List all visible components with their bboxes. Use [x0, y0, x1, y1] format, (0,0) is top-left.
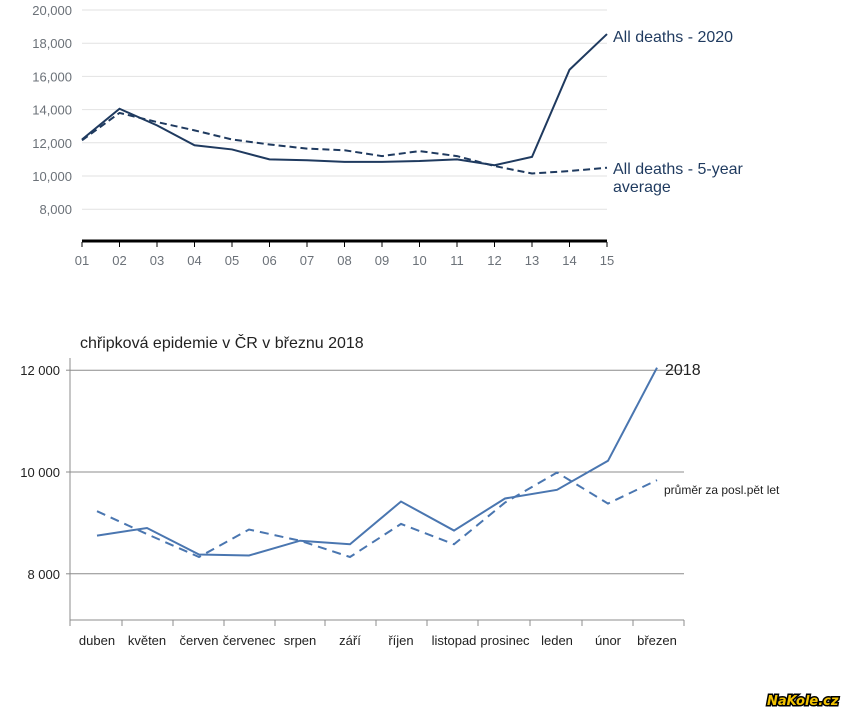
y-tick-label: 12 000 [20, 363, 60, 378]
x-tick-label: 07 [300, 253, 314, 268]
x-tick-label: 12 [487, 253, 501, 268]
x-tick-label: říjen [388, 633, 413, 648]
x-tick-label: březen [637, 633, 677, 648]
x-tick-label: 08 [337, 253, 351, 268]
x-tick-label: 02 [112, 253, 126, 268]
x-tick-label: 10 [412, 253, 426, 268]
y-tick-label: 14,000 [32, 103, 72, 118]
chart-2-title: chřipková epidemie v ČR v březnu 2018 [80, 333, 364, 352]
x-tick-label: duben [79, 633, 115, 648]
y-tick-label: 12,000 [32, 136, 72, 151]
x-tick-label: 13 [525, 253, 539, 268]
x-tick-label: únor [595, 633, 622, 648]
x-tick-label: 15 [600, 253, 614, 268]
series-2018-line [96, 367, 658, 557]
x-tick-label: 04 [187, 253, 201, 268]
x-tick-label: září [339, 633, 361, 648]
y-tick-label: 16,000 [32, 69, 72, 84]
x-tick-label: srpen [284, 633, 317, 648]
series-avg-line [96, 471, 658, 559]
x-tick-label: 14 [562, 253, 576, 268]
chart-1-deaths: 8,000 10,000 12,000 14,000 16,000 18,000 20,00… [32, 3, 743, 268]
y-tick-label: 8,000 [39, 202, 72, 217]
series-label-5yr-line2: average [613, 179, 671, 196]
x-tick-label: listopad [432, 633, 477, 648]
y-tick-label: 20,000 [32, 3, 72, 18]
x-tick-label: květen [128, 633, 166, 648]
y-tick-label: 10 000 [20, 465, 60, 480]
y-tick-label: 10,000 [32, 169, 72, 184]
x-tick-label: 05 [225, 253, 239, 268]
series-2020-line [81, 33, 608, 167]
series-label-average: průměr za posl.pět let [664, 483, 780, 497]
x-tick-label: 11 [450, 253, 464, 268]
x-tick-label: prosinec [480, 633, 530, 648]
x-tick-label: 03 [150, 253, 164, 268]
x-tick-label: 01 [75, 253, 89, 268]
chart-2-flu: chřipková epidemie v ČR v březnu 2018 8 0… [20, 333, 780, 648]
series-label-5yr-line1: All deaths - 5-year [613, 161, 744, 178]
series-label-2020: All deaths - 2020 [613, 29, 733, 46]
y-tick-label: 8 000 [27, 567, 60, 582]
y-tick-label: 18,000 [32, 36, 72, 51]
x-tick-label: 06 [262, 253, 276, 268]
x-tick-label: červen [179, 633, 218, 648]
x-tick-label: leden [541, 633, 573, 648]
series-5yr-average-line [81, 111, 608, 175]
x-tick-label: červenec [223, 633, 276, 648]
x-tick-label: 09 [375, 253, 389, 268]
watermark-logo: NaKole.cz [767, 694, 839, 709]
series-label-2018: 2018 [665, 362, 701, 379]
